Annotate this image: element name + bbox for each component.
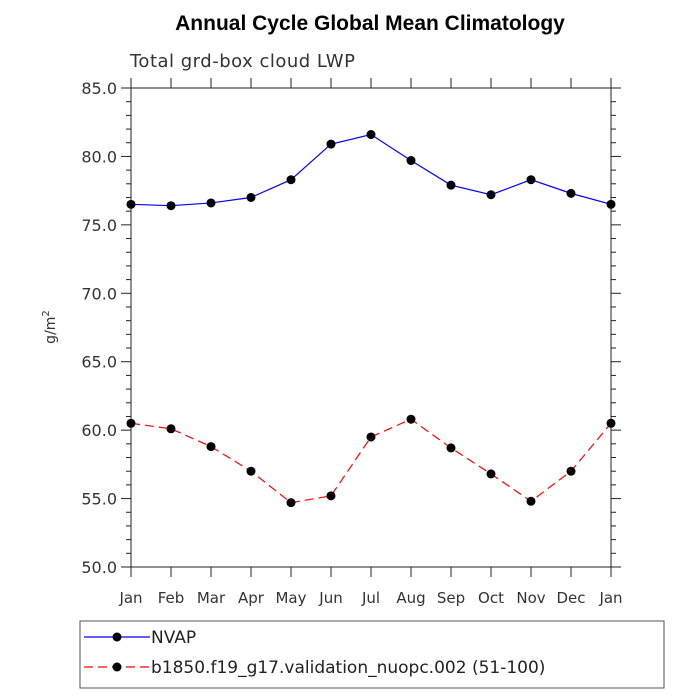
x-tick-label: Sep: [437, 589, 465, 607]
y-tick-label: 70.0: [81, 284, 117, 303]
data-point: [126, 199, 136, 209]
data-point: [366, 432, 376, 442]
data-point: [526, 175, 536, 185]
y-tick-label: 75.0: [81, 216, 117, 235]
legend-entry: b1850.f19_g17.validation_nuopc.002 (51-1…: [84, 658, 545, 678]
y-axis-label-superscript: 2: [41, 310, 52, 316]
series-line: [130, 418, 612, 504]
data-point: [286, 498, 296, 508]
data-point: [606, 199, 616, 209]
legend-box: [79, 620, 665, 689]
data-point: [246, 192, 256, 202]
axes: 50.0 55.0 60.0 65.0 70.0 75.0 80.0 85.0 Jan Feb Ma…: [81, 78, 623, 607]
data-point: [446, 180, 456, 190]
data-point: [166, 424, 176, 434]
data-point: [406, 414, 416, 424]
svg-text:g/m2: g/m2: [41, 310, 59, 344]
x-tick-label: Mar: [197, 589, 226, 607]
chart-title: Annual Cycle Global Mean Climatology: [175, 12, 565, 35]
data-point: [326, 139, 336, 149]
x-tick-label: May: [275, 589, 306, 607]
data-point: [206, 442, 216, 452]
data-point: [286, 175, 296, 185]
x-tick-label: Aug: [396, 589, 425, 607]
data-point: [206, 198, 216, 208]
x-tick-label: Jan: [118, 589, 142, 607]
x-tick-label: Jun: [318, 589, 342, 607]
legend-entries: NVAP b1850.f19_g17.validation_nuopc.002 (…: [84, 628, 545, 678]
series-line: [130, 133, 612, 207]
data-point: [326, 491, 336, 501]
legend-label: NVAP: [151, 628, 196, 648]
data-point: [606, 418, 616, 428]
x-tick-label: Oct: [478, 589, 504, 607]
x-tick-label: Jan: [598, 589, 622, 607]
series-layer: [126, 130, 616, 508]
data-point: [486, 190, 496, 200]
data-point: [166, 201, 176, 211]
y-tick-label: 60.0: [81, 421, 117, 440]
chart-subtitle: Total grd-box cloud LWP: [129, 51, 355, 72]
legend: NVAP b1850.f19_g17.validation_nuopc.002 (…: [79, 620, 665, 689]
data-point: [366, 130, 376, 140]
data-point: [526, 496, 536, 506]
data-point: [446, 443, 456, 453]
y-tick-label: 85.0: [81, 79, 117, 98]
x-tick-label: Dec: [556, 589, 585, 607]
series-1: [126, 130, 616, 211]
x-tick-label: Apr: [238, 589, 265, 607]
legend-swatch-marker: [112, 632, 122, 642]
data-point: [406, 156, 416, 166]
y-tick-label: 50.0: [81, 558, 117, 577]
data-point: [566, 188, 576, 198]
legend-label: b1850.f19_g17.validation_nuopc.002 (51-1…: [151, 658, 545, 678]
y-axis-label-text: g/m: [43, 317, 59, 344]
y-tick-label: 65.0: [81, 353, 117, 372]
legend-swatch-marker: [112, 662, 122, 672]
data-point: [566, 466, 576, 476]
series-2: [126, 414, 616, 508]
y-tick-label: 80.0: [81, 147, 117, 166]
y-axis-label: g/m2: [41, 310, 59, 344]
x-tick-label: Feb: [158, 589, 185, 607]
x-tick-label: Jul: [361, 589, 380, 607]
y-tick-label: 55.0: [81, 490, 117, 509]
legend-entry: NVAP: [84, 628, 196, 648]
data-point: [246, 466, 256, 476]
data-point: [486, 469, 496, 479]
data-point: [126, 418, 136, 428]
x-tick-label: Nov: [516, 589, 545, 607]
